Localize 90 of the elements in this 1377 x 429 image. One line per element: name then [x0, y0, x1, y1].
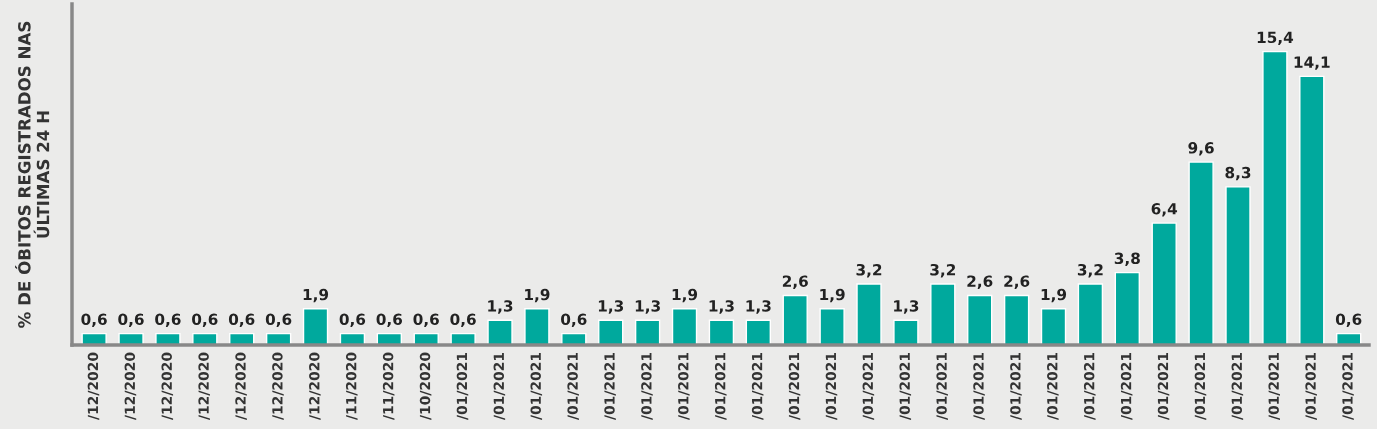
x-tick-label: /01/2021	[899, 352, 912, 421]
x-tick-label: /01/2021	[1157, 352, 1170, 421]
x-tick-label: /01/2021	[825, 352, 838, 421]
data-label: 1,9	[525, 288, 550, 303]
data-label: 1,3	[635, 300, 660, 314]
data-label: 2,6	[782, 275, 808, 289]
bar	[782, 294, 808, 345]
bar	[930, 283, 956, 345]
x-tick-label: /01/2021	[1268, 352, 1281, 421]
data-label: 0,6	[155, 313, 181, 328]
data-label: 2,6	[1004, 275, 1030, 289]
x-tick-label: /01/2021	[604, 352, 616, 421]
bar	[1003, 294, 1030, 345]
x-tick-label: /01/2021	[1083, 352, 1096, 421]
bar	[856, 283, 882, 345]
data-label: 9,6	[1188, 142, 1214, 156]
data-label: 0,6	[376, 313, 403, 328]
x-tick-label: /11/2020	[382, 352, 395, 421]
x-tick-label: /01/2021	[530, 352, 543, 421]
data-label: 1,3	[709, 300, 734, 314]
bar	[1225, 186, 1251, 345]
x-tick-label: /01/2021	[714, 352, 727, 421]
x-tick-label: /01/2021	[641, 352, 653, 421]
x-tick-label: /01/2021	[678, 352, 690, 421]
x-tick-label: /12/2020	[124, 352, 137, 421]
data-label: 1,3	[894, 300, 919, 314]
data-label: 1,9	[820, 288, 845, 303]
data-label: 0,6	[192, 313, 218, 328]
data-label: 6,4	[1151, 203, 1178, 217]
x-tick-label: /01/2021	[1047, 352, 1059, 421]
bar	[1299, 75, 1325, 345]
x-tick-label: /01/2021	[751, 352, 764, 421]
x-tick-label: /01/2021	[1342, 352, 1354, 421]
bar	[1262, 50, 1288, 345]
data-label: 0,6	[265, 313, 292, 328]
bar	[524, 308, 550, 345]
bar	[893, 319, 919, 345]
x-tick-label: /10/2020	[419, 352, 432, 421]
data-label: 0,6	[228, 313, 255, 328]
data-label: 1,3	[746, 300, 771, 314]
bar	[1040, 308, 1067, 345]
data-label: 0,6	[1335, 313, 1362, 328]
x-tick-label: /12/2020	[161, 352, 174, 421]
data-label: 1,3	[488, 300, 513, 314]
data-label: 0,6	[118, 313, 144, 328]
x-tick-label: /01/2021	[862, 352, 875, 421]
x-tick-label: /12/2020	[272, 352, 284, 421]
data-label: 1,9	[1041, 288, 1067, 303]
x-tick-label: /01/2021	[936, 352, 948, 421]
x-tick-label: /12/2020	[235, 352, 247, 421]
x-tick-label: /01/2021	[1231, 352, 1244, 421]
x-tick-label: /01/2021	[1010, 352, 1022, 421]
x-tick-label: /01/2021	[1120, 352, 1133, 421]
bar	[1188, 161, 1214, 345]
x-tick-label: /12/2020	[87, 352, 100, 421]
bar	[967, 294, 993, 345]
bar	[487, 319, 513, 345]
data-label: 14,1	[1294, 56, 1330, 70]
data-label: 0,6	[561, 313, 587, 328]
bar	[1077, 283, 1104, 345]
bar	[819, 308, 845, 345]
data-label: 0,6	[413, 313, 439, 328]
bar	[671, 308, 698, 345]
x-tick-label: /01/2021	[788, 352, 801, 421]
data-label: 0,6	[81, 313, 107, 328]
x-tick-label: /01/2021	[1305, 352, 1317, 421]
x-tick-label: /01/2021	[1194, 352, 1207, 421]
data-label: 0,6	[339, 313, 366, 328]
x-tick-label: /01/2021	[456, 352, 469, 421]
bar	[1151, 222, 1177, 345]
x-tick-label: /01/2021	[973, 352, 985, 421]
data-label: 3,2	[856, 263, 882, 278]
data-label: 15,4	[1257, 31, 1294, 46]
data-label: 1,3	[598, 300, 624, 314]
data-label: 1,9	[672, 288, 698, 303]
x-tick-label: /01/2021	[493, 352, 506, 421]
x-tick-label: /12/2020	[309, 352, 321, 421]
x-tick-label: /01/2021	[567, 352, 579, 421]
data-label: 3,2	[930, 263, 956, 278]
y-axis-title: % DE ÓBITOS REGISTRADOS NAS ÚLTIMAS 24 H	[15, 21, 50, 328]
data-label: 3,8	[1114, 252, 1140, 267]
bar	[1114, 271, 1140, 345]
data-label: 2,6	[967, 275, 993, 289]
data-label: 8,3	[1225, 166, 1251, 181]
x-tick-label: /11/2020	[345, 352, 358, 421]
bar	[302, 308, 329, 345]
x-tick-label: /12/2020	[198, 352, 210, 421]
data-label: 3,2	[1077, 263, 1103, 278]
data-label: 1,9	[303, 288, 329, 303]
data-label: 0,6	[450, 313, 476, 328]
